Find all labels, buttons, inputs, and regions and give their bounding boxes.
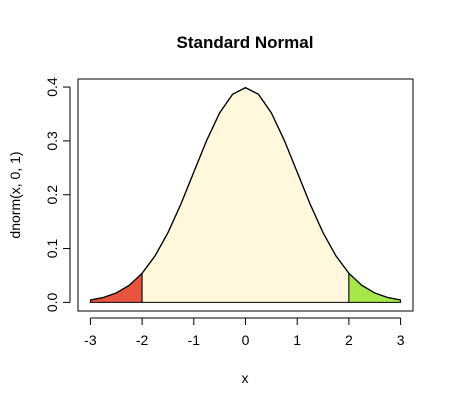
- x-tick-label: 0: [242, 332, 250, 348]
- x-tick-label: 1: [293, 332, 301, 348]
- shaded-region: [141, 87, 350, 303]
- y-tick-label: 0.1: [44, 239, 60, 259]
- x-tick-label: -1: [188, 332, 201, 348]
- x-tick-label: 2: [345, 332, 353, 348]
- y-tick-label: 0.4: [44, 77, 60, 97]
- x-tick-label: -2: [136, 332, 149, 348]
- y-tick-label: 0.0: [44, 292, 60, 312]
- x-tick-label: 3: [397, 332, 405, 348]
- x-axis-label: x: [242, 370, 249, 386]
- plot-box: [77, 78, 414, 312]
- y-tick-label: 0.2: [44, 185, 60, 205]
- x-tick-label: -3: [84, 332, 97, 348]
- y-axis-label: dnorm(x, 0, 1): [7, 151, 23, 238]
- chart-title: Standard Normal: [177, 33, 314, 52]
- y-tick-label: 0.3: [44, 131, 60, 151]
- density-curve: [90, 86, 401, 301]
